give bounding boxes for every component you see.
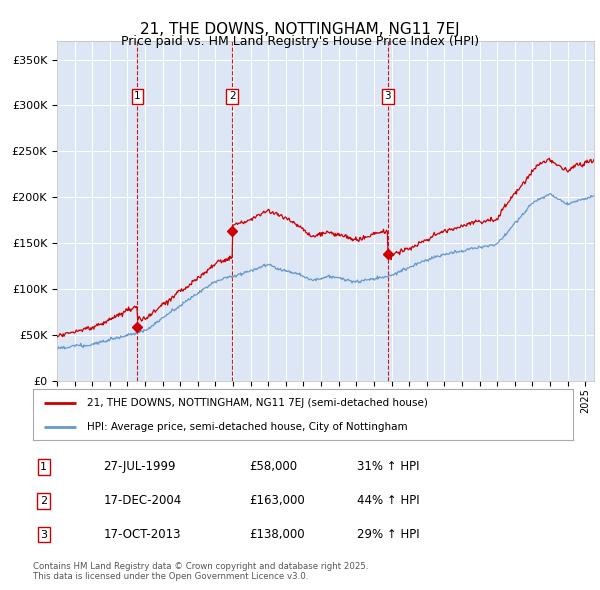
Text: 27-JUL-1999: 27-JUL-1999 <box>103 460 176 473</box>
Text: 3: 3 <box>385 91 391 101</box>
Text: HPI: Average price, semi-detached house, City of Nottingham: HPI: Average price, semi-detached house,… <box>87 422 407 432</box>
Text: 21, THE DOWNS, NOTTINGHAM, NG11 7EJ: 21, THE DOWNS, NOTTINGHAM, NG11 7EJ <box>140 22 460 37</box>
Text: 31% ↑ HPI: 31% ↑ HPI <box>357 460 419 473</box>
Text: £58,000: £58,000 <box>249 460 297 473</box>
Text: Price paid vs. HM Land Registry's House Price Index (HPI): Price paid vs. HM Land Registry's House … <box>121 35 479 48</box>
Text: 1: 1 <box>40 462 47 472</box>
Text: 21, THE DOWNS, NOTTINGHAM, NG11 7EJ (semi-detached house): 21, THE DOWNS, NOTTINGHAM, NG11 7EJ (sem… <box>87 398 428 408</box>
Text: 3: 3 <box>40 530 47 540</box>
Text: 44% ↑ HPI: 44% ↑ HPI <box>357 494 419 507</box>
Text: £138,000: £138,000 <box>249 528 305 541</box>
Text: 17-OCT-2013: 17-OCT-2013 <box>103 528 181 541</box>
Text: £163,000: £163,000 <box>249 494 305 507</box>
Text: 1: 1 <box>134 91 141 101</box>
Text: 29% ↑ HPI: 29% ↑ HPI <box>357 528 419 541</box>
Text: 2: 2 <box>229 91 236 101</box>
Text: Contains HM Land Registry data © Crown copyright and database right 2025.
This d: Contains HM Land Registry data © Crown c… <box>33 562 368 581</box>
Text: 2: 2 <box>40 496 47 506</box>
Text: 17-DEC-2004: 17-DEC-2004 <box>103 494 181 507</box>
